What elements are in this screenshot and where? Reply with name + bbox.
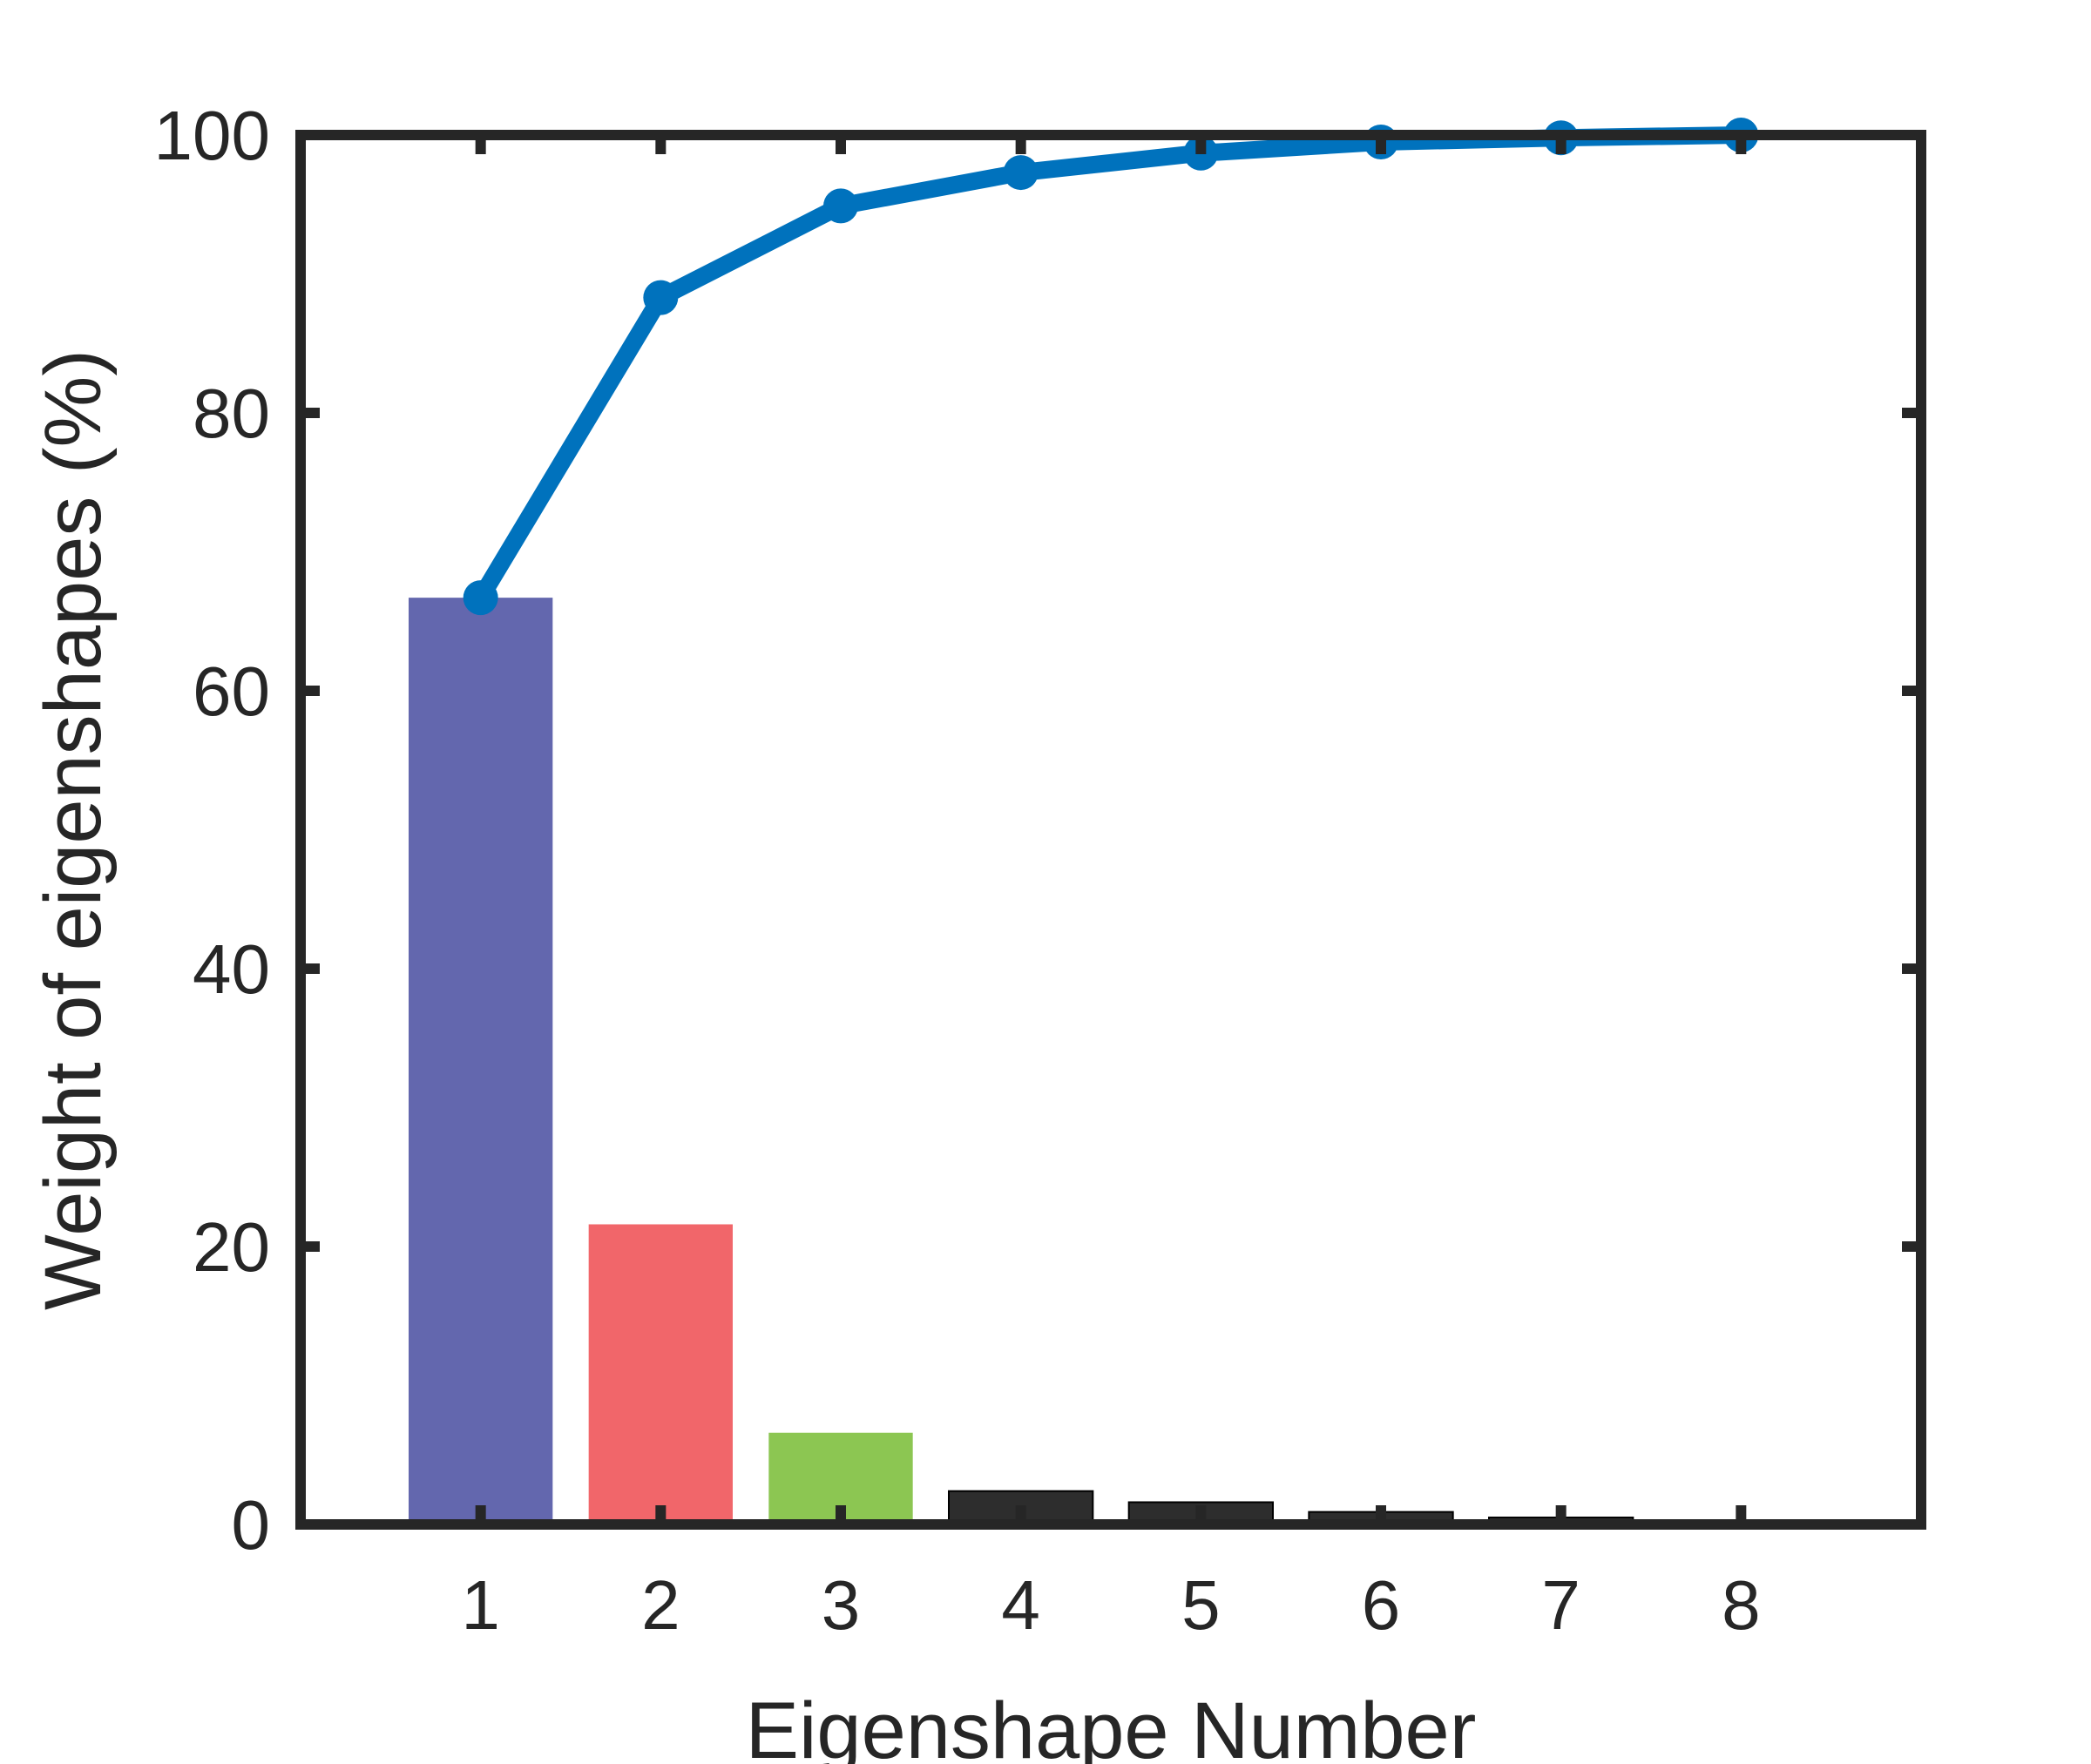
y-tick-label-40: 40: [193, 930, 270, 1008]
y-tick-label-100: 100: [154, 97, 270, 174]
cumulative-point-2: [643, 280, 679, 315]
cumulative-point-3: [823, 188, 858, 224]
x-axis-label: Eigenshape Number: [746, 1686, 1477, 1764]
x-tick-label-6: 6: [1362, 1566, 1401, 1644]
x-tick-label-4: 4: [1001, 1566, 1040, 1644]
x-tick-label-8: 8: [1722, 1566, 1761, 1644]
x-tick-labels: 1 2 3 4 5 6 7 8: [461, 1566, 1760, 1644]
y-tick-label-0: 0: [232, 1486, 271, 1564]
bar-2: [588, 1224, 733, 1524]
y-tick-label-80: 80: [193, 375, 270, 452]
y-axis-label: Weight of eigenshapes (%): [29, 349, 118, 1310]
x-tick-label-1: 1: [461, 1566, 500, 1644]
cumulative-point-4: [1003, 155, 1039, 191]
cumulative-point-1: [463, 580, 498, 616]
y-tick-label-20: 20: [193, 1208, 270, 1286]
bar-1: [409, 598, 553, 1524]
x-tick-label-2: 2: [641, 1566, 680, 1644]
x-tick-label-7: 7: [1541, 1566, 1580, 1644]
x-tick-label-3: 3: [822, 1566, 861, 1644]
x-tick-label-5: 5: [1181, 1566, 1221, 1644]
plot-frame: [295, 130, 1926, 1530]
y-tick-labels: 0 20 40 60 80 100: [154, 97, 270, 1564]
y-tick-label-60: 60: [193, 652, 270, 730]
